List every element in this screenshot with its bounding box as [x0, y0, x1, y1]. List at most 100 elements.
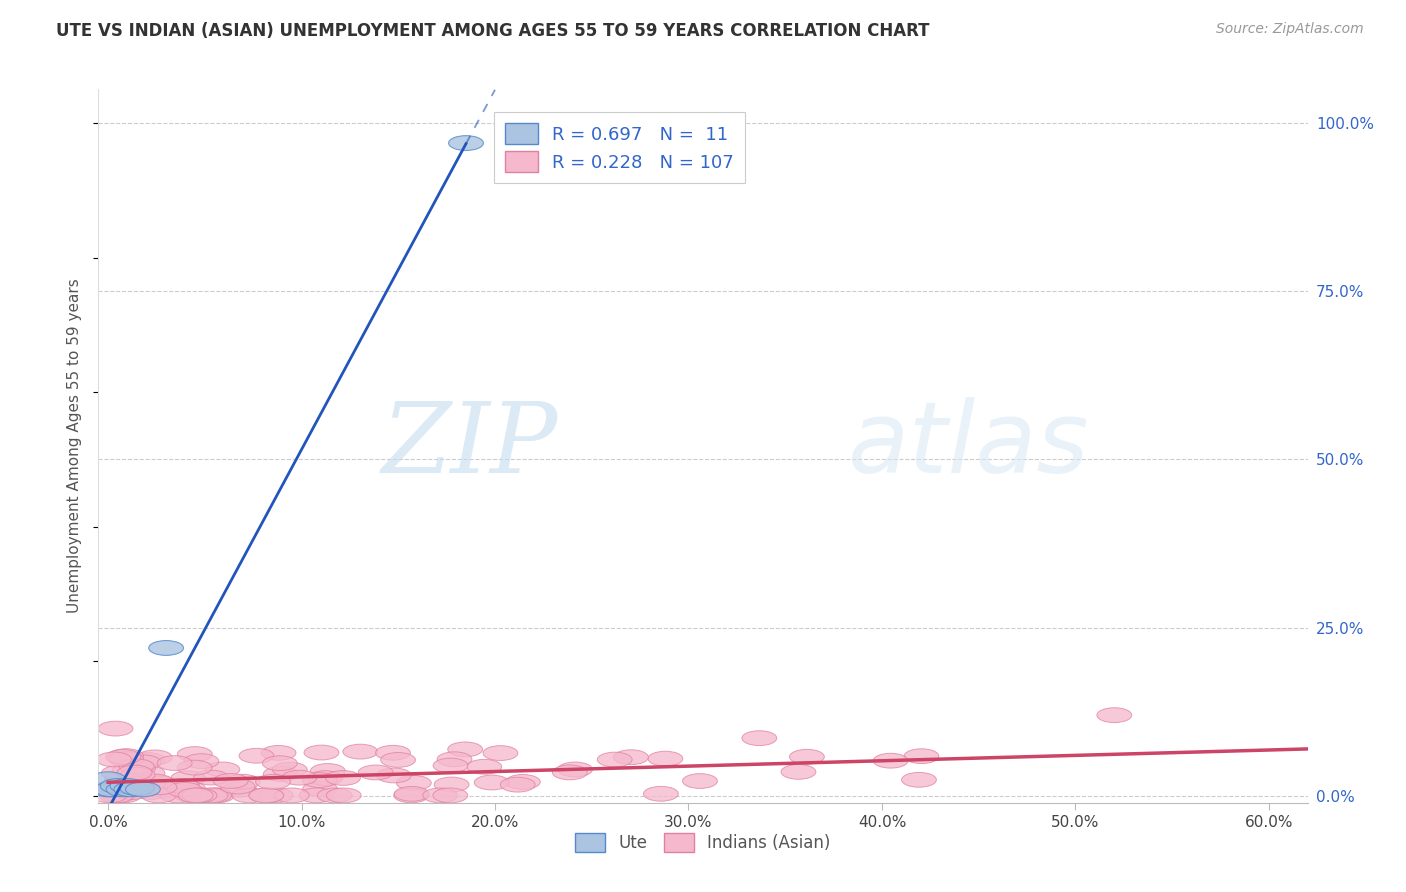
- Ellipse shape: [474, 775, 509, 790]
- Ellipse shape: [901, 772, 936, 788]
- Ellipse shape: [149, 640, 184, 656]
- Ellipse shape: [433, 758, 468, 773]
- Ellipse shape: [377, 768, 412, 783]
- Ellipse shape: [239, 748, 274, 764]
- Ellipse shape: [107, 788, 141, 803]
- Ellipse shape: [98, 788, 134, 803]
- Ellipse shape: [273, 762, 307, 777]
- Ellipse shape: [98, 722, 134, 736]
- Ellipse shape: [90, 782, 125, 797]
- Ellipse shape: [423, 788, 457, 803]
- Ellipse shape: [437, 752, 472, 767]
- Text: UTE VS INDIAN (ASIAN) UNEMPLOYMENT AMONG AGES 55 TO 59 YEARS CORRELATION CHART: UTE VS INDIAN (ASIAN) UNEMPLOYMENT AMONG…: [56, 22, 929, 40]
- Ellipse shape: [181, 788, 217, 803]
- Ellipse shape: [232, 788, 267, 803]
- Ellipse shape: [447, 742, 482, 756]
- Ellipse shape: [256, 774, 291, 789]
- Ellipse shape: [104, 771, 139, 786]
- Ellipse shape: [790, 749, 824, 764]
- Ellipse shape: [105, 749, 141, 764]
- Ellipse shape: [120, 759, 155, 773]
- Ellipse shape: [174, 788, 209, 803]
- Ellipse shape: [359, 765, 394, 780]
- Ellipse shape: [214, 773, 247, 789]
- Ellipse shape: [167, 782, 202, 797]
- Ellipse shape: [262, 746, 295, 760]
- Ellipse shape: [396, 775, 432, 790]
- Ellipse shape: [194, 770, 229, 785]
- Ellipse shape: [138, 750, 172, 764]
- Ellipse shape: [449, 136, 484, 151]
- Ellipse shape: [221, 779, 254, 794]
- Text: ZIP: ZIP: [381, 399, 558, 493]
- Ellipse shape: [177, 747, 212, 762]
- Ellipse shape: [121, 761, 156, 775]
- Ellipse shape: [193, 788, 228, 803]
- Ellipse shape: [110, 779, 145, 793]
- Ellipse shape: [108, 748, 143, 764]
- Ellipse shape: [200, 788, 235, 803]
- Ellipse shape: [644, 787, 678, 801]
- Ellipse shape: [129, 753, 165, 767]
- Ellipse shape: [742, 731, 776, 746]
- Ellipse shape: [274, 788, 309, 803]
- Ellipse shape: [174, 787, 209, 802]
- Ellipse shape: [1097, 707, 1132, 723]
- Ellipse shape: [101, 788, 136, 803]
- Ellipse shape: [125, 780, 160, 794]
- Ellipse shape: [467, 759, 502, 774]
- Ellipse shape: [127, 755, 160, 770]
- Ellipse shape: [249, 788, 284, 803]
- Ellipse shape: [484, 746, 517, 761]
- Ellipse shape: [283, 771, 316, 785]
- Ellipse shape: [142, 776, 177, 791]
- Ellipse shape: [108, 752, 143, 766]
- Ellipse shape: [96, 782, 131, 797]
- Ellipse shape: [120, 780, 155, 796]
- Ellipse shape: [501, 777, 536, 792]
- Y-axis label: Unemployment Among Ages 55 to 59 years: Unemployment Among Ages 55 to 59 years: [67, 278, 83, 614]
- Ellipse shape: [308, 771, 343, 786]
- Ellipse shape: [125, 782, 160, 797]
- Ellipse shape: [381, 753, 416, 767]
- Ellipse shape: [179, 788, 214, 803]
- Ellipse shape: [142, 788, 176, 803]
- Ellipse shape: [394, 787, 429, 801]
- Ellipse shape: [117, 765, 152, 780]
- Ellipse shape: [91, 788, 127, 803]
- Ellipse shape: [112, 763, 148, 778]
- Ellipse shape: [598, 752, 633, 767]
- Ellipse shape: [249, 788, 284, 803]
- Ellipse shape: [326, 771, 360, 785]
- Ellipse shape: [172, 771, 205, 786]
- Ellipse shape: [100, 779, 135, 793]
- Ellipse shape: [343, 744, 378, 759]
- Ellipse shape: [259, 788, 292, 803]
- Ellipse shape: [225, 774, 260, 789]
- Ellipse shape: [558, 762, 592, 777]
- Ellipse shape: [134, 785, 169, 799]
- Ellipse shape: [434, 777, 470, 792]
- Ellipse shape: [107, 782, 141, 797]
- Ellipse shape: [177, 760, 212, 775]
- Ellipse shape: [114, 785, 149, 799]
- Ellipse shape: [165, 779, 200, 793]
- Ellipse shape: [101, 765, 136, 780]
- Ellipse shape: [302, 781, 337, 797]
- Ellipse shape: [318, 788, 352, 803]
- Ellipse shape: [263, 756, 297, 771]
- Ellipse shape: [299, 788, 333, 803]
- Ellipse shape: [160, 788, 195, 803]
- Text: Source: ZipAtlas.com: Source: ZipAtlas.com: [1216, 22, 1364, 37]
- Ellipse shape: [114, 782, 149, 797]
- Ellipse shape: [157, 756, 193, 771]
- Ellipse shape: [375, 746, 411, 760]
- Ellipse shape: [613, 750, 648, 764]
- Ellipse shape: [782, 764, 815, 780]
- Ellipse shape: [648, 751, 683, 766]
- Ellipse shape: [170, 781, 205, 796]
- Ellipse shape: [505, 774, 540, 789]
- Ellipse shape: [302, 772, 337, 788]
- Ellipse shape: [222, 782, 257, 797]
- Ellipse shape: [121, 767, 155, 782]
